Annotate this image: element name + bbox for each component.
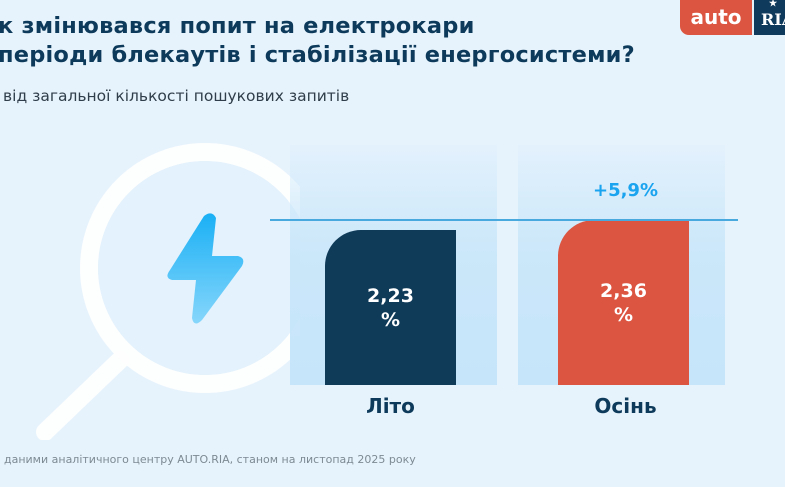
lightning-icon	[167, 213, 244, 324]
category-label-autumn: Осінь	[594, 394, 657, 418]
logo-auto: auto	[680, 0, 752, 35]
title-line-1: к змінювався попит на електрокари	[0, 13, 475, 39]
logo-ria-text: RIA	[761, 10, 785, 29]
category-label-summer: Літо	[366, 394, 415, 418]
subtitle: від загальної кількості пошукових запиті…	[3, 87, 350, 105]
change-label: +5,9%	[592, 180, 658, 201]
bar-value-autumn: 2,36	[600, 279, 647, 302]
bar-value-summer: 2,23	[367, 284, 414, 307]
bar-unit-summer: %	[380, 308, 401, 331]
source-note: даними аналітичного центру AUTO.RIA, ста…	[4, 453, 416, 466]
reference-line	[270, 219, 738, 221]
auto-ria-logo: auto ★ RIA	[680, 0, 785, 35]
star-icon: ★	[769, 0, 778, 9]
bar-unit-autumn: %	[613, 303, 634, 326]
bar-summer: 2,23 %	[325, 230, 456, 385]
page-title: к змінювався попит на електрокари період…	[0, 12, 635, 70]
bar-autumn: 2,36 %	[558, 220, 689, 385]
title-line-2: періоди блекаутів і стабілізації енергос…	[0, 42, 635, 68]
magnifier-icon	[36, 143, 300, 440]
logo-ria: ★ RIA	[754, 0, 785, 35]
